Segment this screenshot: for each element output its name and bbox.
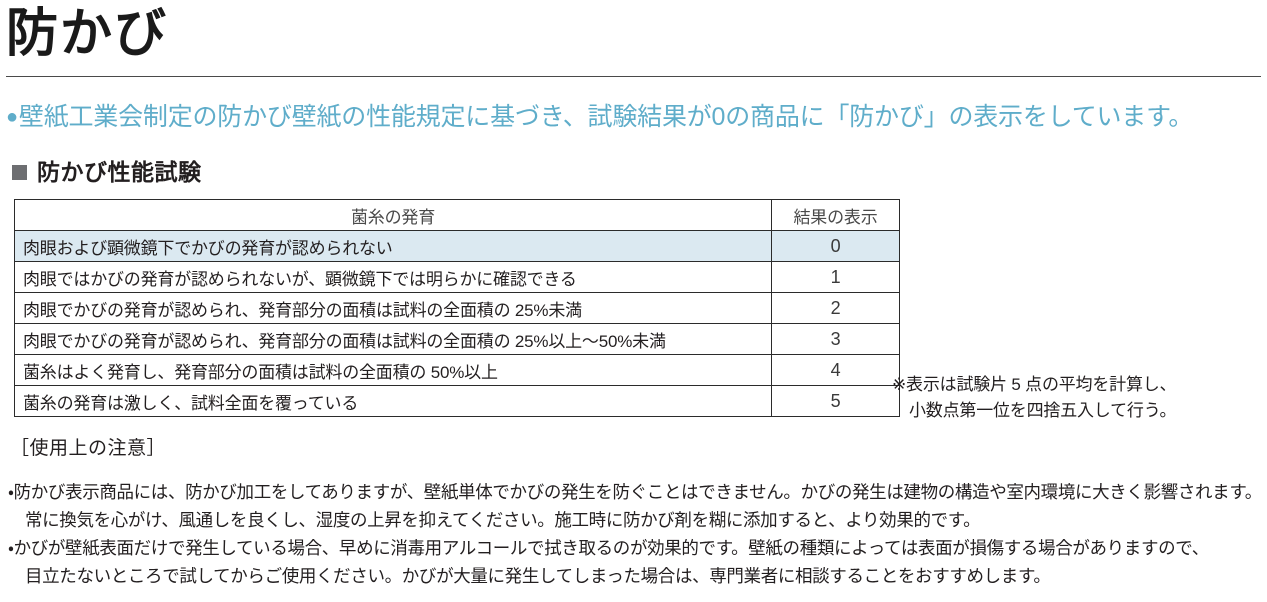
column-header-growth: 菌糸の発育 [14,199,772,231]
caution-item: ・防かび表示商品には、防かび加工をしてありますが、壁紙単体でかびの発生を防ぐこと… [8,478,1267,534]
table-footnote: ※表示は試験片 5 点の平均を計算し、 小数点第一位を四捨五入して行う。 [892,372,1177,424]
footnote-line-2: 小数点第一位を四捨五入して行う。 [909,401,1177,420]
cell-description: 肉眼ではかびの発育が認められないが、顕微鏡下では明らかに確認できる [14,261,772,293]
footnote-line-1: ※表示は試験片 5 点の平均を計算し、 [892,375,1177,394]
caution-item-line-2: 常に換気を心がけ、風通しを良くし、湿度の上昇を抑えてください。施工時に防かび剤を… [25,510,981,530]
column-header-result: 結果の表示 [771,199,900,231]
cell-score: 5 [771,385,900,417]
cell-description: 肉眼でかびの発育が認められ、発育部分の面積は試料の全面積の 25%以上〜50%未… [14,323,772,355]
table-row: 菌糸はよく発育し、発育部分の面積は試料の全面積の 50%以上 4 [14,354,900,386]
cell-score: 1 [771,261,900,293]
caution-item-line-1: ・防かび表示商品には、防かび加工をしてありますが、壁紙単体でかびの発生を防ぐこと… [8,482,1262,502]
cell-description: 菌糸の発育は激しく、試料全面を覆っている [14,385,772,417]
cell-score: 0 [771,230,900,262]
caution-item: ・かびが壁紙表面だけで発生している場合、早めに消毒用アルコールで拭き取るのが効果… [8,534,1267,590]
lead-statement-text: 壁紙工業会制定の防かび壁紙の性能規定に基づき、試験結果が0の商品に「防かび」の表… [18,103,1194,131]
mold-test-table: 菌糸の発育 結果の表示 肉眼および顕微鏡下でかびの発育が認められない 0 肉眼で… [14,199,900,417]
table-row: 肉眼および顕微鏡下でかびの発育が認められない 0 [14,230,900,262]
section-heading-label: 防かび性能試験 [37,159,202,185]
lead-statement: ● 壁紙工業会制定の防かび壁紙の性能規定に基づき、試験結果が0の商品に「防かび」… [6,100,1261,134]
cautions-heading: ［使用上の注意］ [10,438,167,459]
cell-description: 肉眼および顕微鏡下でかびの発育が認められない [14,230,772,262]
table-row: 肉眼ではかびの発育が認められないが、顕微鏡下では明らかに確認できる 1 [14,261,900,293]
cell-score: 4 [771,354,900,386]
title-divider [6,76,1261,77]
table-row: 肉眼でかびの発育が認められ、発育部分の面積は試料の全面積の 25%未満 2 [14,292,900,324]
cautions-body: ・防かび表示商品には、防かび加工をしてありますが、壁紙単体でかびの発生を防ぐこと… [8,478,1267,590]
square-marker-icon [12,164,27,180]
table-header: 菌糸の発育 結果の表示 [14,199,900,231]
table-body: 肉眼および顕微鏡下でかびの発育が認められない 0 肉眼ではかびの発育が認められな… [14,230,900,417]
bullet-circle-icon: ● [6,106,18,128]
table-row: 菌糸の発育は激しく、試料全面を覆っている 5 [14,385,900,417]
cell-score: 2 [771,292,900,324]
cell-score: 3 [771,323,900,355]
page-title: 防かび [6,5,169,63]
caution-item-line-2: 目立たないところで試してからご使用ください。かびが大量に発生してしまった場合は、… [25,566,1051,586]
caution-item-line-1: ・かびが壁紙表面だけで発生している場合、早めに消毒用アルコールで拭き取るのが効果… [8,538,1209,558]
table-row: 肉眼でかびの発育が認められ、発育部分の面積は試料の全面積の 25%以上〜50%未… [14,323,900,355]
table-header-row: 菌糸の発育 結果の表示 [14,199,900,231]
cell-description: 菌糸はよく発育し、発育部分の面積は試料の全面積の 50%以上 [14,354,772,386]
cell-description: 肉眼でかびの発育が認められ、発育部分の面積は試料の全面積の 25%未満 [14,292,772,324]
section-heading: 防かび性能試験 [12,157,202,187]
